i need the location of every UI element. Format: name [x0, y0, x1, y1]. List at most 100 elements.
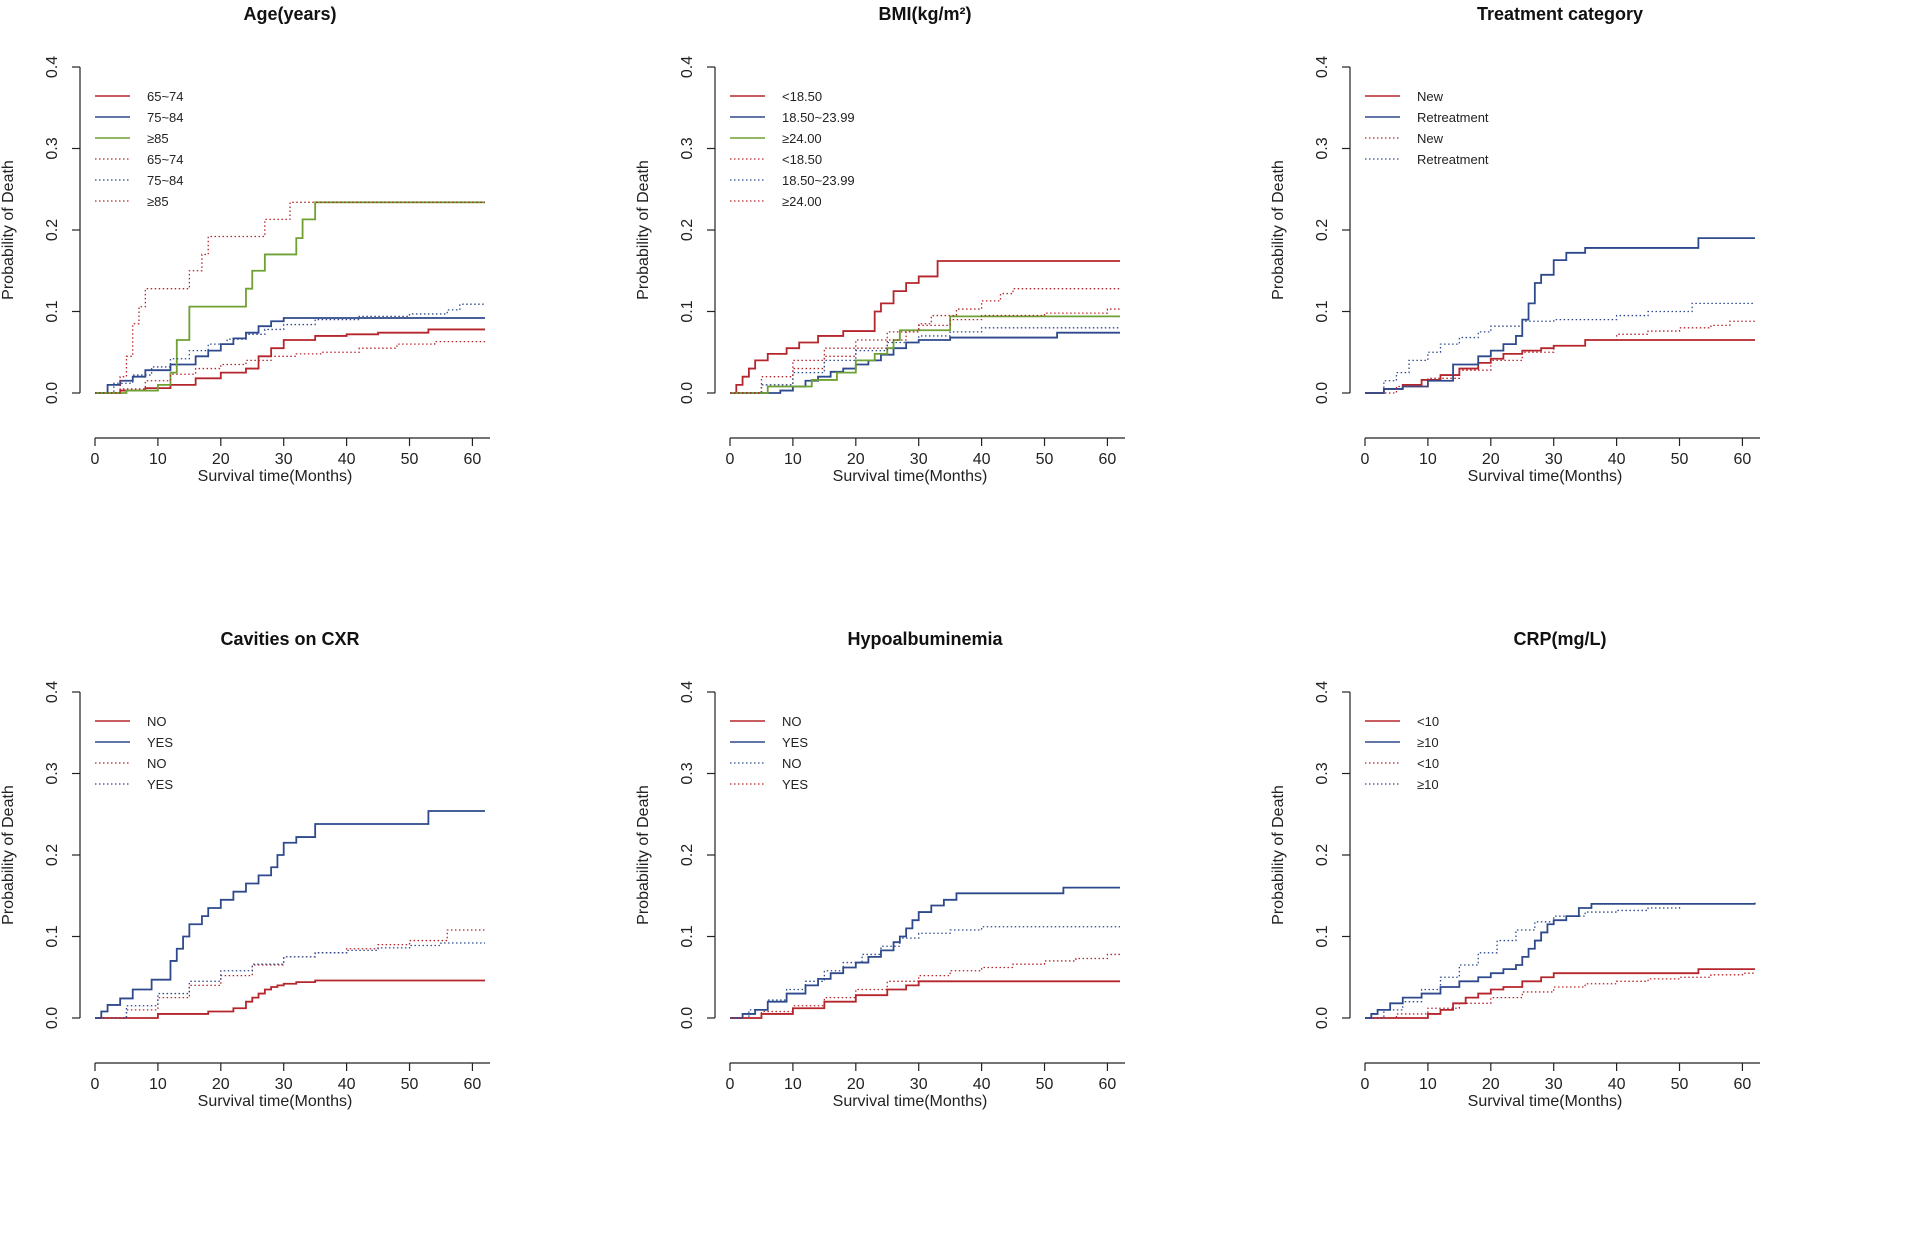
y-tick-label: 0.2 [1314, 219, 1331, 241]
x-axis-label: Survival time(Months) [833, 1093, 988, 1110]
series-line [730, 331, 1120, 394]
x-tick-label: 40 [1608, 1076, 1626, 1093]
legend-label: New [1417, 131, 1444, 146]
series-line [730, 980, 1120, 1019]
chart-title: CRP(mg/L) [1514, 629, 1607, 649]
series-line [95, 317, 485, 394]
x-axis-label: Survival time(Months) [833, 468, 988, 485]
y-tick-label: 0.2 [679, 219, 696, 241]
x-axis-label: Survival time(Months) [1468, 468, 1623, 485]
x-tick-label: 50 [1036, 451, 1054, 468]
y-tick-label: 0.4 [44, 681, 61, 703]
legend-label: ≥24.00 [782, 131, 822, 146]
y-tick-label: 0.2 [679, 844, 696, 866]
y-tick-label: 0.0 [44, 1007, 61, 1029]
chart-title: BMI(kg/m²) [879, 4, 972, 24]
x-tick-label: 60 [1734, 451, 1752, 468]
y-axis-label: Probability of Death [0, 785, 17, 925]
x-tick-label: 60 [464, 1076, 482, 1093]
series-line [95, 201, 485, 394]
chart-panel: CRP(mg/L) 0.0 0.1 0.2 0.3 0.4 0 10 20 30 40 50 60 Sur… [1270, 625, 1905, 1250]
series-line [730, 315, 1120, 394]
legend-label: NO [147, 756, 167, 771]
series-line [1365, 302, 1755, 394]
y-tick-label: 0.0 [679, 382, 696, 404]
legend-label: ≥85 [147, 194, 169, 209]
x-tick-label: 0 [91, 1076, 100, 1093]
series-line [1365, 320, 1755, 394]
x-tick-label: 40 [973, 1076, 991, 1093]
legend-label: NO [782, 714, 802, 729]
x-tick-label: 10 [784, 451, 802, 468]
series-line [95, 303, 485, 394]
legend-label: 65~74 [147, 152, 184, 167]
y-tick-label: 0.4 [44, 56, 61, 78]
legend-label: 65~74 [147, 89, 184, 104]
series-line [730, 953, 1120, 1019]
y-tick-label: 0.1 [1314, 925, 1331, 947]
y-tick-label: 0.2 [44, 844, 61, 866]
x-tick-label: 40 [1608, 451, 1626, 468]
x-tick-label: 10 [1419, 451, 1437, 468]
chart-panel: Treatment category 0.0 0.1 0.2 0.3 0.4 0 10 20 30… [1270, 0, 1905, 625]
x-tick-label: 20 [1482, 1076, 1500, 1093]
x-tick-label: 30 [910, 451, 928, 468]
chart-title: Cavities on CXR [220, 629, 359, 649]
x-tick-label: 20 [212, 1076, 230, 1093]
x-tick-label: 0 [726, 1076, 735, 1093]
x-axis-label: Survival time(Months) [1468, 1093, 1623, 1110]
legend-label: <18.50 [782, 152, 822, 167]
x-tick-label: 60 [1734, 1076, 1752, 1093]
chart-panel: Age(years) 0.0 0.1 0.2 0.3 0.4 0 10 20 30 40 50 60 Su… [0, 0, 635, 625]
chart-svg: Cavities on CXR 0.0 0.1 0.2 0.3 0.4 0 10 20 30 40 5… [0, 629, 490, 1110]
x-tick-label: 60 [1099, 1076, 1117, 1093]
series-line [730, 926, 1120, 1019]
y-axis-label: Probability of Death [0, 160, 17, 300]
series-line [1365, 968, 1755, 1019]
y-tick-label: 0.0 [1314, 382, 1331, 404]
legend-label: YES [147, 777, 173, 792]
legend-label: ≥85 [147, 131, 169, 146]
x-tick-label: 0 [1361, 1076, 1370, 1093]
x-tick-label: 0 [91, 451, 100, 468]
x-tick-label: 10 [149, 451, 167, 468]
series-line [95, 929, 485, 1019]
series-line [1365, 237, 1755, 394]
chart-title: Age(years) [243, 4, 336, 24]
y-tick-label: 0.1 [1314, 300, 1331, 322]
y-tick-label: 0.2 [44, 219, 61, 241]
chart-panel: Cavities on CXR 0.0 0.1 0.2 0.3 0.4 0 10 20 30 40 5… [0, 625, 635, 1250]
legend-label: New [1417, 89, 1444, 104]
x-tick-label: 50 [401, 1076, 419, 1093]
y-axis-label: Probability of Death [1270, 160, 1287, 300]
x-tick-label: 20 [847, 1076, 865, 1093]
y-tick-label: 0.1 [679, 300, 696, 322]
y-tick-label: 0.4 [679, 56, 696, 78]
x-tick-label: 30 [1545, 1076, 1563, 1093]
legend-label: 75~84 [147, 173, 184, 188]
chart-svg: Treatment category 0.0 0.1 0.2 0.3 0.4 0 10 20 30… [1270, 4, 1760, 485]
series-line [730, 308, 1120, 394]
y-axis-label: Probability of Death [635, 785, 652, 925]
x-tick-label: 50 [1671, 1076, 1689, 1093]
x-tick-label: 60 [1099, 451, 1117, 468]
legend-label: 18.50~23.99 [782, 110, 855, 125]
legend-label: <18.50 [782, 89, 822, 104]
x-tick-label: 20 [1482, 451, 1500, 468]
x-axis-label: Survival time(Months) [198, 468, 353, 485]
series-line [730, 260, 1120, 394]
y-axis-label: Probability of Death [635, 160, 652, 300]
legend-label: YES [782, 735, 808, 750]
legend-label: Retreatment [1417, 152, 1489, 167]
x-tick-label: 20 [212, 451, 230, 468]
x-tick-label: 40 [338, 451, 356, 468]
series-line [95, 942, 485, 1019]
chart-title: Hypoalbuminemia [847, 629, 1003, 649]
series-line [730, 288, 1120, 394]
chart-svg: CRP(mg/L) 0.0 0.1 0.2 0.3 0.4 0 10 20 30 40 50 60 Sur… [1270, 629, 1760, 1110]
y-tick-label: 0.3 [679, 137, 696, 159]
x-tick-label: 30 [275, 451, 293, 468]
x-tick-label: 50 [1036, 1076, 1054, 1093]
chart-svg: Age(years) 0.0 0.1 0.2 0.3 0.4 0 10 20 30 40 50 60 Su… [0, 4, 490, 485]
